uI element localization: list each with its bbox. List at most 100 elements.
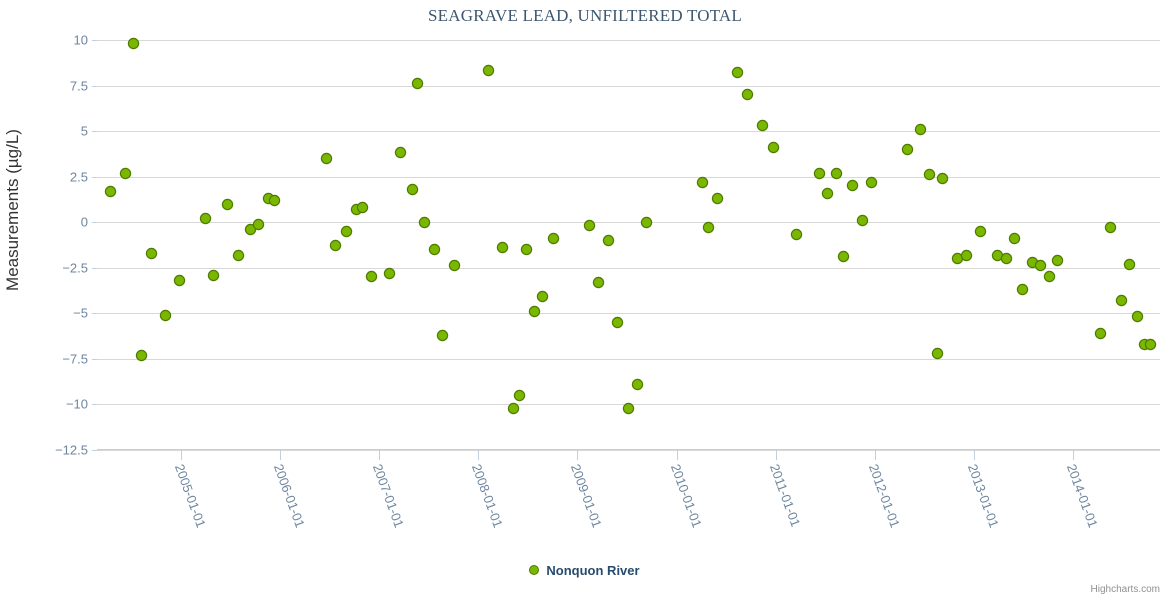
- data-point[interactable]: [831, 168, 841, 178]
- data-point[interactable]: [358, 203, 367, 213]
- data-point[interactable]: [160, 310, 170, 320]
- credits-link[interactable]: Highcharts.com: [1090, 584, 1160, 595]
- data-point[interactable]: [395, 148, 405, 158]
- data-point[interactable]: [867, 177, 877, 187]
- gridline: [97, 85, 1160, 87]
- data-point[interactable]: [814, 168, 824, 178]
- data-point[interactable]: [1001, 254, 1011, 264]
- gridline: [97, 222, 1160, 224]
- data-point[interactable]: [106, 186, 116, 196]
- data-point[interactable]: [137, 350, 147, 360]
- data-point[interactable]: [246, 225, 256, 234]
- data-point[interactable]: [450, 261, 460, 271]
- data-point[interactable]: [538, 292, 548, 302]
- legend-item-nonquon-river[interactable]: Nonquon River: [530, 563, 640, 578]
- data-point[interactable]: [712, 194, 722, 204]
- x-tick-label: 2009-01-01: [568, 462, 606, 530]
- y-tick-mark: [92, 222, 97, 224]
- data-point[interactable]: [1053, 255, 1063, 265]
- gridline: [97, 176, 1160, 178]
- data-point[interactable]: [342, 226, 352, 236]
- data-point[interactable]: [1044, 272, 1054, 282]
- x-tick-mark: [1072, 450, 1074, 460]
- data-point[interactable]: [915, 124, 925, 134]
- data-point[interactable]: [497, 243, 507, 253]
- x-axis-line: [97, 449, 1160, 450]
- data-point[interactable]: [976, 226, 986, 236]
- data-point[interactable]: [1132, 312, 1142, 322]
- data-point[interactable]: [483, 66, 493, 76]
- data-point[interactable]: [420, 217, 430, 227]
- x-tick-mark: [478, 450, 480, 460]
- y-tick-mark: [92, 131, 97, 133]
- data-point[interactable]: [263, 194, 273, 204]
- data-point[interactable]: [146, 248, 156, 258]
- data-point[interactable]: [331, 241, 341, 251]
- data-point[interactable]: [413, 79, 423, 89]
- data-point[interactable]: [549, 234, 559, 244]
- data-point[interactable]: [1105, 223, 1115, 233]
- data-point[interactable]: [209, 270, 219, 280]
- data-point[interactable]: [508, 403, 518, 413]
- data-point[interactable]: [953, 254, 963, 264]
- y-tick-label: −5: [73, 305, 88, 321]
- data-point[interactable]: [584, 221, 594, 231]
- data-point[interactable]: [697, 177, 707, 187]
- data-point[interactable]: [822, 188, 832, 198]
- data-point[interactable]: [623, 403, 633, 413]
- data-point[interactable]: [1035, 261, 1045, 271]
- data-point[interactable]: [438, 330, 448, 340]
- data-point[interactable]: [612, 317, 622, 327]
- data-point[interactable]: [234, 250, 244, 260]
- data-point[interactable]: [253, 219, 263, 229]
- data-point[interactable]: [962, 250, 972, 260]
- data-point[interactable]: [322, 153, 332, 163]
- data-point[interactable]: [733, 68, 743, 78]
- data-point[interactable]: [1017, 285, 1027, 295]
- data-point[interactable]: [514, 390, 524, 400]
- data-point[interactable]: [703, 223, 713, 233]
- data-point[interactable]: [993, 250, 1003, 260]
- data-point[interactable]: [201, 214, 211, 224]
- data-point[interactable]: [902, 144, 912, 154]
- data-point[interactable]: [758, 121, 768, 131]
- data-point[interactable]: [603, 235, 613, 245]
- data-point[interactable]: [366, 272, 376, 282]
- x-tick-label: 2006-01-01: [271, 462, 309, 530]
- data-point[interactable]: [352, 204, 362, 214]
- data-point[interactable]: [129, 39, 139, 49]
- legend-marker-icon: [530, 566, 539, 574]
- data-point[interactable]: [223, 199, 233, 209]
- x-tick-label: 2012-01-01: [865, 462, 903, 530]
- y-tick-mark: [92, 358, 97, 360]
- data-point[interactable]: [407, 184, 417, 194]
- data-point[interactable]: [1139, 339, 1149, 349]
- data-point[interactable]: [642, 217, 652, 227]
- data-point[interactable]: [121, 168, 131, 178]
- data-point[interactable]: [1009, 234, 1019, 244]
- data-point[interactable]: [430, 245, 440, 255]
- data-point[interactable]: [522, 245, 532, 255]
- data-point[interactable]: [932, 348, 942, 358]
- data-point[interactable]: [633, 379, 643, 389]
- data-point[interactable]: [1116, 296, 1126, 306]
- data-point[interactable]: [1145, 339, 1155, 349]
- data-point[interactable]: [848, 181, 858, 191]
- data-point[interactable]: [743, 90, 753, 100]
- data-point[interactable]: [858, 215, 868, 225]
- data-point[interactable]: [769, 143, 779, 152]
- data-point[interactable]: [1027, 257, 1037, 267]
- y-tick-mark: [92, 313, 97, 315]
- data-point[interactable]: [1124, 259, 1134, 269]
- y-axis-title: Measurements (µg/L): [3, 129, 22, 291]
- data-point[interactable]: [269, 195, 279, 205]
- data-point[interactable]: [530, 307, 540, 316]
- data-point[interactable]: [839, 252, 849, 262]
- data-point[interactable]: [924, 170, 934, 180]
- data-point[interactable]: [593, 277, 603, 287]
- data-point[interactable]: [174, 276, 184, 286]
- data-point[interactable]: [1096, 328, 1106, 338]
- data-point[interactable]: [937, 173, 947, 183]
- data-point[interactable]: [791, 230, 801, 240]
- data-point[interactable]: [384, 268, 394, 278]
